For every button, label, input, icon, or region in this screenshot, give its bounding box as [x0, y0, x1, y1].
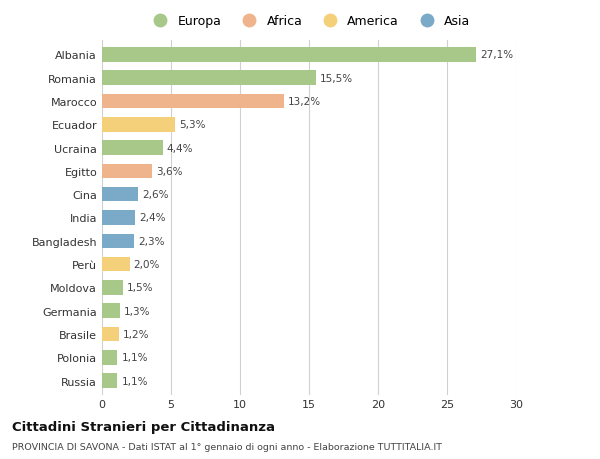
- Bar: [102, 118, 175, 132]
- Bar: [102, 95, 284, 109]
- Legend: Europa, Africa, America, Asia: Europa, Africa, America, Asia: [148, 15, 470, 28]
- Text: 27,1%: 27,1%: [480, 50, 513, 60]
- Bar: [102, 350, 117, 365]
- Text: 1,1%: 1,1%: [121, 376, 148, 386]
- Text: 2,4%: 2,4%: [139, 213, 166, 223]
- Bar: [102, 327, 119, 341]
- Bar: [102, 234, 134, 248]
- Text: Cittadini Stranieri per Cittadinanza: Cittadini Stranieri per Cittadinanza: [12, 420, 275, 433]
- Text: 2,6%: 2,6%: [142, 190, 169, 200]
- Bar: [102, 48, 476, 62]
- Bar: [102, 188, 138, 202]
- Text: PROVINCIA DI SAVONA - Dati ISTAT al 1° gennaio di ogni anno - Elaborazione TUTTI: PROVINCIA DI SAVONA - Dati ISTAT al 1° g…: [12, 442, 442, 451]
- Text: 13,2%: 13,2%: [289, 97, 322, 107]
- Bar: [102, 304, 120, 318]
- Bar: [102, 141, 163, 156]
- Text: 4,4%: 4,4%: [167, 143, 193, 153]
- Text: 1,5%: 1,5%: [127, 283, 154, 293]
- Bar: [102, 211, 135, 225]
- Bar: [102, 374, 117, 388]
- Text: 2,3%: 2,3%: [138, 236, 164, 246]
- Text: 5,3%: 5,3%: [179, 120, 206, 130]
- Bar: [102, 71, 316, 86]
- Bar: [102, 257, 130, 272]
- Text: 1,2%: 1,2%: [123, 329, 149, 339]
- Text: 1,3%: 1,3%: [124, 306, 151, 316]
- Text: 2,0%: 2,0%: [134, 259, 160, 269]
- Text: 1,1%: 1,1%: [121, 353, 148, 363]
- Text: 3,6%: 3,6%: [156, 167, 182, 177]
- Bar: [102, 164, 152, 179]
- Bar: [102, 280, 123, 295]
- Text: 15,5%: 15,5%: [320, 73, 353, 84]
